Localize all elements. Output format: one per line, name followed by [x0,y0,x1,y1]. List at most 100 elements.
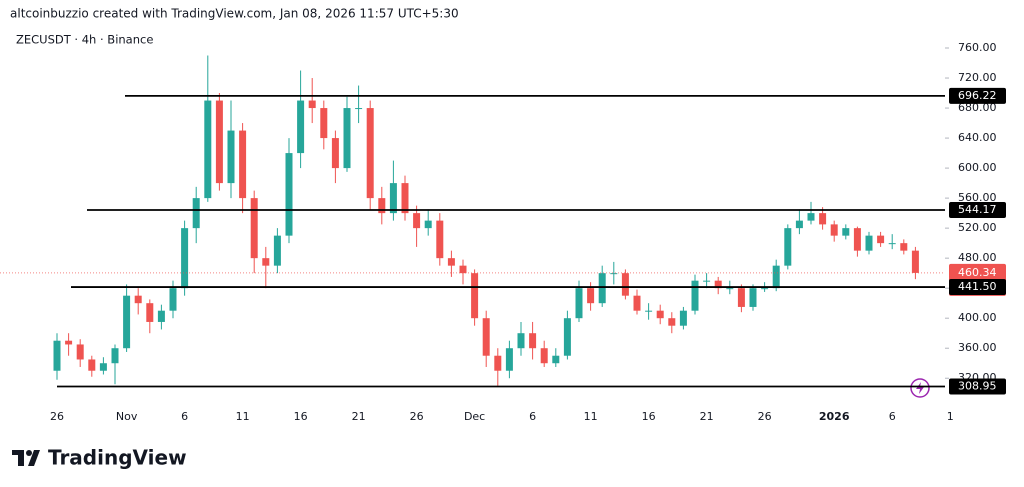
candle-body [505,348,513,371]
candle-body [262,258,270,266]
candle-body [413,213,421,229]
candle-body [320,108,328,139]
y-tick-label: 480.00 [958,251,997,264]
candle-body [250,198,258,259]
candle-body [331,138,339,169]
y-tick-label: 360.00 [958,341,997,354]
x-tick-label: 1 [947,410,954,423]
candle-body [587,288,595,304]
y-tick-label: 640.00 [958,131,997,144]
candle-body [563,318,571,356]
candle-body [459,265,467,274]
candle-body [447,258,455,266]
candle-body [795,220,803,229]
candle-body [529,333,537,349]
candle-body [668,318,676,326]
x-tick-label: 26 [50,410,64,423]
level-label: 308.95 [958,380,997,393]
candle-body [679,310,687,326]
y-tick-label: 760.00 [958,41,997,54]
candle-body [273,235,281,266]
candle-body [853,228,861,251]
candle-body [227,130,235,184]
credit: altcoinbuzzio created with TradingView.c… [10,7,459,21]
candle-body [737,288,745,307]
candle-body [633,295,641,311]
candle-body [726,288,734,290]
candle-body [830,224,838,236]
level-box [949,201,1006,218]
candle-body [691,280,699,311]
candle-body [181,228,189,289]
candle-body [645,310,653,312]
x-tick-label: 11 [584,410,598,423]
candle-body [494,355,502,371]
candle-body [204,100,212,199]
candle-body [703,280,711,282]
candle-body [378,198,386,214]
x-tick-label: 11 [236,410,250,423]
candle-body [656,310,664,319]
candle-body [598,273,606,304]
candle-body [482,318,490,356]
candle-body [215,100,223,184]
candle-body [436,220,444,259]
x-tick-label: 16 [294,410,308,423]
candle-body [749,288,757,307]
level-box [949,279,1006,296]
candle-body [772,265,780,289]
x-tick-label: Dec [464,410,485,423]
candle-body [157,310,165,322]
level-box [949,87,1006,104]
candle-body [877,235,885,244]
candle-body [239,130,247,199]
x-tick-label: 16 [642,410,656,423]
candle-body [517,333,525,349]
level-label: 441.50 [958,280,997,293]
candle-body [389,183,397,214]
x-tick-label: 21 [700,410,714,423]
candle-body [424,220,432,229]
candle-body [714,280,722,289]
y-tick-label: 680.00 [958,101,997,114]
candle-body [552,355,560,364]
candle-body [761,288,769,290]
candle-body [169,288,177,311]
alert-icon[interactable] [910,378,930,398]
x-tick-label: 26 [410,410,424,423]
x-tick-label: 6 [889,410,896,423]
level-label: 544.17 [958,203,997,216]
candle-body [888,243,896,245]
candle-body [343,108,351,169]
candle-body [621,273,629,296]
candle-body [471,273,479,319]
candle-body [123,295,131,349]
candle-body [308,100,316,109]
logo-mark [12,450,40,466]
candle-body [366,108,374,199]
candle-body [76,344,84,360]
candle-body [53,340,61,371]
candle-body [111,348,119,364]
x-tick-label: 2026 [819,410,850,423]
candle-body [401,183,409,214]
candle-body [784,228,792,266]
candle-body [192,198,200,229]
x-tick-label: 6 [181,410,188,423]
candle-body [146,303,154,322]
candle-body [911,250,919,273]
candle-body [355,108,363,110]
candle-body [900,243,908,251]
candle-body [297,100,305,154]
candle-body [807,213,815,221]
candle-body [842,228,850,236]
level-label: 696.22 [958,89,997,102]
y-tick-label: 400.00 [958,311,997,324]
symbol-title: ZECUSDT · 4h · Binance [16,33,153,47]
y-tick-label: 560.00 [958,191,997,204]
candle-body [88,359,96,371]
candle-body [540,348,548,364]
x-tick-label: Nov [116,410,138,423]
y-tick-label: 520.00 [958,221,997,234]
